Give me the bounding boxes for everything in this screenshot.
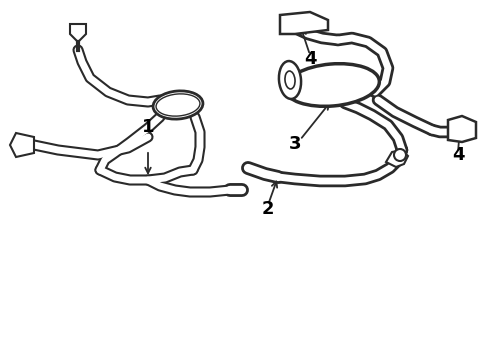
Text: 1: 1	[142, 118, 154, 136]
Text: 4: 4	[452, 146, 464, 164]
Polygon shape	[448, 116, 476, 142]
Ellipse shape	[156, 94, 200, 116]
Ellipse shape	[394, 149, 406, 161]
Polygon shape	[386, 150, 408, 167]
Ellipse shape	[279, 61, 301, 99]
Text: 3: 3	[289, 135, 301, 153]
Polygon shape	[10, 133, 34, 157]
Polygon shape	[70, 24, 86, 42]
Ellipse shape	[153, 91, 203, 119]
Polygon shape	[280, 12, 328, 34]
Ellipse shape	[285, 64, 379, 106]
Text: 2: 2	[262, 200, 274, 218]
Text: 4: 4	[304, 50, 316, 68]
Ellipse shape	[285, 71, 295, 89]
